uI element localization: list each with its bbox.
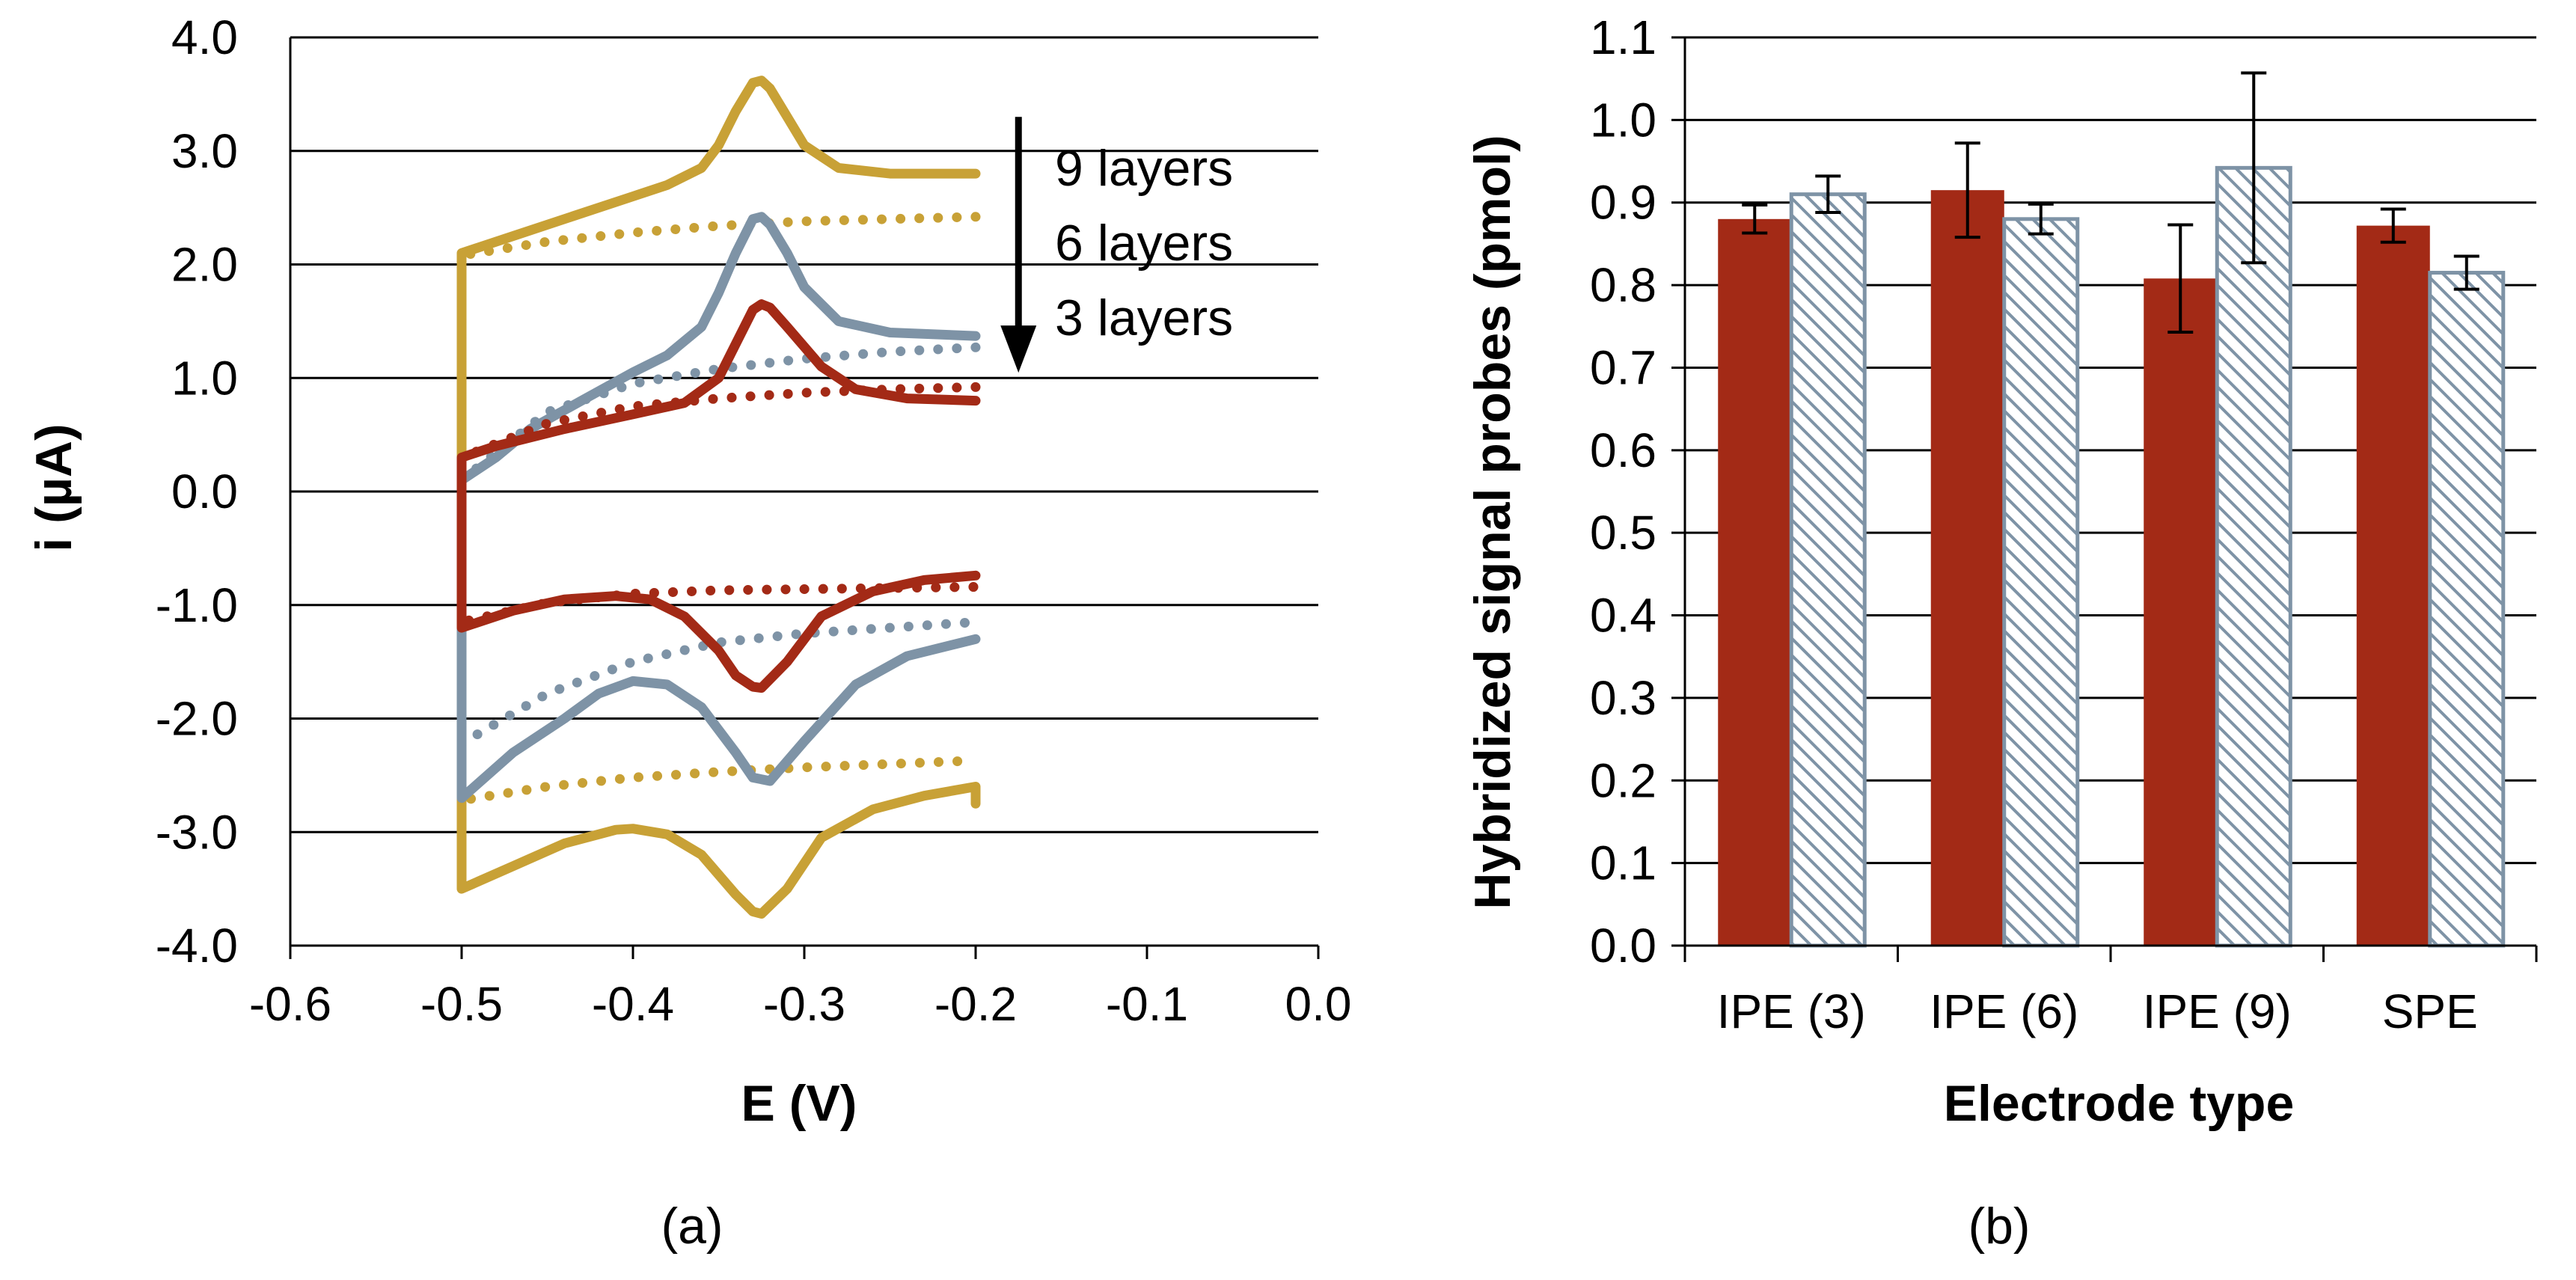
chart-b-y-tick-label: 0.9 (1590, 176, 1656, 230)
series-6-layers-dotted (456, 342, 981, 749)
bar-ipe-6-solid (1930, 190, 2004, 946)
panel-label-a: (a) (661, 1198, 723, 1255)
chart-a-y-tick-labels: -4.0 -3.0 -2.0 -1.0 0.0 1.0 2.0 3.0 4.0 (156, 10, 238, 973)
error-bar-spe-hatched (2453, 254, 2479, 291)
chart-a-x-tick-label: -0.1 (1106, 977, 1188, 1031)
error-bar-ipe-9-solid (2167, 223, 2194, 334)
chart-a-y-tick-label: -2.0 (156, 692, 238, 746)
series-3-layers-dotted (456, 382, 981, 627)
annotation-9-layers: 9 layers (1055, 140, 1233, 197)
chart-b-y-tick-label: 0.7 (1590, 340, 1656, 394)
chart-b-y-tick-label: 0.4 (1590, 589, 1656, 643)
chart-b-x-axis-title: Electrode type (1944, 1075, 2295, 1132)
chart-b-y-axis-title: Hybridized signal probes (pmol) (1464, 135, 1521, 909)
chart-b-x-tick-label: IPE (3) (1717, 985, 1866, 1038)
annotation-6-layers: 6 layers (1055, 215, 1233, 272)
chart-a-y-tick-label: 2.0 (171, 238, 238, 292)
chart-b-y-tick-label: 1.1 (1590, 10, 1656, 64)
error-bar-spe-solid (2380, 207, 2406, 244)
panel-label-b: (b) (1968, 1198, 2030, 1255)
chart-b-y-tick-label: 0.0 (1590, 919, 1656, 973)
chart-b: 0.0 0.1 0.2 0.3 0.4 0.5 0.6 0.7 0.8 0.9 1.0 1.1 IPE… (1464, 10, 2538, 1255)
chart-b-y-tick-label: 0.1 (1590, 836, 1656, 890)
chart-a-x-axis-title: E (V) (741, 1075, 857, 1132)
bar-spe-hatched (2428, 271, 2506, 948)
bar-spe-solid (2356, 225, 2430, 946)
chart-a-y-tick-label: -1.0 (156, 578, 238, 632)
arrow-head (1000, 325, 1037, 373)
error-bar-ipe-9-hatched (2241, 71, 2267, 265)
chart-b-y-tick-label: 0.8 (1590, 258, 1656, 312)
chart-a-y-tick-label: 4.0 (171, 10, 238, 64)
series-9-layers-solid (456, 76, 981, 919)
chart-b-error-bars (1742, 71, 2479, 334)
bar-ipe-9-hatched (2215, 165, 2292, 948)
series-6-layers-solid (456, 212, 981, 803)
chart-b-y-tick-label: 0.2 (1590, 753, 1656, 807)
chart-b-x-tick-label: IPE (9) (2143, 985, 2292, 1038)
chart-a-x-tick-label: -0.3 (763, 977, 845, 1031)
error-bar-ipe-6-solid (1954, 141, 1980, 239)
chart-a-y-axis-title: i (µA) (25, 423, 82, 551)
error-bar-ipe-3-solid (1742, 203, 1768, 235)
series-9-layers-dotted (456, 212, 981, 806)
chart-a-x-tick-label: -0.5 (420, 977, 503, 1031)
chart-a-x-tick-label: -0.2 (934, 977, 1017, 1031)
chart-a: -4.0 -3.0 -2.0 -1.0 0.0 1.0 2.0 3.0 4.0 -0.6 -0.5… (25, 10, 1351, 1255)
chart-a-x-tick-labels: -0.6 -0.5 -0.4 -0.3 -0.2 -0.1 0.0 (249, 977, 1352, 1031)
error-bar-ipe-6-hatched (2028, 202, 2054, 236)
bar-ipe-3-hatched (1789, 192, 1867, 948)
chart-a-x-tick-label: -0.4 (592, 977, 674, 1031)
chart-b-x-tick-label: IPE (6) (1930, 985, 2078, 1038)
chart-a-x-tick-label: -0.6 (249, 977, 331, 1031)
bar-ipe-6-hatched (2002, 217, 2080, 948)
chart-b-y-tick-labels: 0.0 0.1 0.2 0.3 0.4 0.5 0.6 0.7 0.8 0.9 1.0 1.1 (1590, 10, 1656, 973)
chart-a-y-tick-label: -4.0 (156, 919, 238, 973)
chart-b-y-tick-label: 1.0 (1590, 93, 1656, 147)
chart-b-y-tick-label: 0.3 (1590, 671, 1656, 725)
bar-ipe-3-solid (1718, 218, 1792, 946)
chart-a-axes (289, 37, 1320, 959)
error-bar-ipe-3-hatched (1815, 174, 1841, 214)
chart-b-axes (1671, 36, 2538, 962)
chart-a-x-tick-label: 0.0 (1285, 977, 1352, 1031)
chart-b-x-tick-labels: IPE (3) IPE (6) IPE (9) SPE (1717, 985, 2478, 1038)
chart-a-y-tick-label: 3.0 (171, 124, 238, 178)
chart-b-y-tick-label: 0.5 (1590, 506, 1656, 560)
chart-a-series (456, 76, 981, 919)
chart-b-y-tick-label: 0.6 (1590, 423, 1656, 477)
chart-a-y-tick-label: 0.0 (171, 465, 238, 518)
layers-down-arrow (1000, 117, 1037, 373)
bar-ipe-9-solid (2144, 278, 2218, 946)
chart-a-y-tick-label: -3.0 (156, 805, 238, 859)
chart-a-y-tick-label: 1.0 (171, 351, 238, 405)
annotation-3-layers: 3 layers (1055, 290, 1233, 346)
series-3-layers-solid (456, 299, 981, 693)
chart-b-x-tick-label: SPE (2382, 985, 2478, 1038)
chart-b-bars (1718, 165, 2506, 948)
